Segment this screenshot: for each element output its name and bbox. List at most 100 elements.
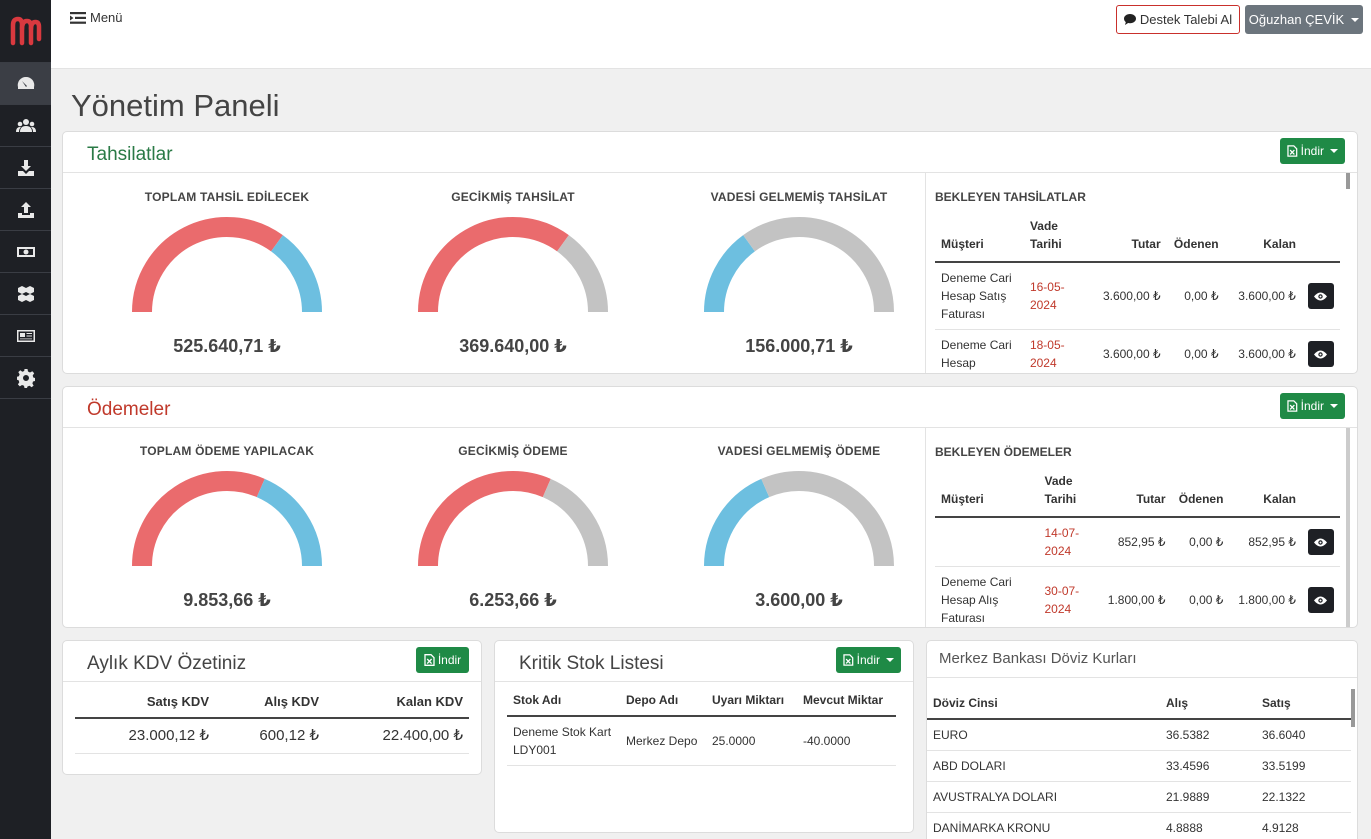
user-menu-button[interactable]: Oğuzhan ÇEVİK	[1245, 5, 1363, 34]
view-button[interactable]	[1307, 341, 1334, 367]
gauge-not-due-payment: VADESİ GELMEMİŞ ÖDEME 3.600,00 ₺	[659, 444, 939, 611]
gauge-segment-primary	[418, 217, 569, 313]
column-header: Alış	[1160, 688, 1256, 720]
scrollbar[interactable]	[1346, 428, 1350, 627]
column-header: Müşteri	[935, 213, 1024, 263]
table-row: 14-07-2024 852,95 ₺ 0,00 ₺ 852,95 ₺	[935, 517, 1340, 567]
scrollbar[interactable]	[1351, 689, 1355, 727]
nav-dashboard[interactable]	[0, 62, 51, 104]
table-row: Deneme Cari Hesap Satış Faturası 16-05-2…	[935, 262, 1340, 330]
stock-download-button[interactable]: İndir	[836, 647, 901, 673]
fx-title: Merkez Bankası Döviz Kurları	[939, 650, 1137, 667]
column-header: Tutar	[1085, 213, 1167, 263]
eye-icon	[1314, 292, 1328, 300]
payments-download-label: İndir	[1300, 399, 1324, 413]
view-button[interactable]	[1307, 529, 1334, 555]
remaining-cell: 3.600,00 ₺	[1224, 329, 1302, 373]
top-bar: Menü Destek Talebi Al Oğuzhan ÇEVİK	[51, 0, 1371, 69]
table-row: Deneme Cari Hesap Alış Faturası 30-07-20…	[935, 566, 1340, 627]
gear-icon	[16, 368, 35, 388]
view-button[interactable]	[1307, 283, 1334, 309]
eye-icon	[1314, 596, 1328, 604]
payments-download-button[interactable]: İndir	[1280, 393, 1345, 419]
nav-money[interactable]	[0, 230, 51, 272]
user-name: Oğuzhan ÇEVİK	[1248, 12, 1345, 27]
pending-collections-table: Müşteri Vade Tarihi Tutar Ödenen Kalan D…	[935, 213, 1340, 373]
nav-users[interactable]	[0, 104, 51, 146]
remaining-kdv-value: 22.400,00 ₺	[325, 718, 469, 754]
currency-sell: 33.5199	[1256, 750, 1351, 782]
gauge-segment-primary	[132, 471, 265, 567]
chevron-down-icon	[886, 658, 894, 662]
pending-collections: BEKLEYEN TAHSİLATLAR Müşteri Vade Tarihi…	[925, 173, 1357, 373]
column-header: Ödenen	[1166, 213, 1225, 263]
table-header-row: Satış KDV Alış KDV Kalan KDV	[75, 687, 469, 719]
customer-cell: Deneme Cari Hesap Satış Faturası	[935, 262, 1024, 330]
collections-download-button[interactable]: İndir	[1280, 138, 1345, 164]
gauge-arc	[418, 471, 608, 567]
table-row: Deneme Stok Kart LDY001 Merkez Depo 25.0…	[507, 716, 896, 766]
column-header: Mevcut Miktar	[797, 685, 896, 717]
table-row: EURO 36.5382 36.6040	[927, 719, 1351, 751]
nav-download[interactable]	[0, 146, 51, 188]
support-request-button[interactable]: Destek Talebi Al	[1116, 5, 1240, 34]
column-header: Kalan KDV	[325, 687, 469, 719]
payments-gauges: TOPLAM ÖDEME YAPILACAK 9.853,66 ₺ GECİKM…	[63, 428, 925, 627]
column-header: Müşteri	[935, 468, 1039, 518]
kdv-download-button[interactable]: İndir	[416, 647, 469, 673]
customer-cell: Deneme Cari Hesap Alış Faturası	[935, 566, 1039, 627]
fx-header: Merkez Bankası Döviz Kurları	[927, 641, 1357, 678]
table-header-row: Müşteri Vade Tarihi Tutar Ödenen Kalan	[935, 468, 1340, 518]
currency-name: ABD DOLARI	[927, 750, 1160, 782]
gauge-arc	[418, 217, 608, 313]
collections-title: Tahsilatlar	[87, 144, 173, 165]
pending-payments-title: BEKLEYEN ÖDEMELER	[935, 445, 1072, 459]
users-icon	[15, 118, 36, 132]
nav-reports[interactable]	[0, 314, 51, 356]
critical-stock-panel: Kritik Stok Listesi İndir Stok Adı Depo …	[494, 640, 914, 833]
logo-icon	[10, 16, 41, 46]
nav-settings[interactable]	[0, 356, 51, 398]
pending-payments: BEKLEYEN ÖDEMELER Müşteri Vade Tarihi Tu…	[925, 428, 1357, 627]
excel-file-icon	[843, 654, 854, 666]
app-logo[interactable]	[0, 0, 51, 62]
sidebar	[0, 0, 51, 839]
column-header: Depo Adı	[620, 685, 706, 717]
gauge-value: 9.853,66 ₺	[183, 590, 271, 610]
excel-file-icon	[1287, 145, 1298, 157]
nav-upload[interactable]	[0, 188, 51, 230]
column-header: Uyarı Miktarı	[706, 685, 797, 717]
stock-download-label: İndir	[856, 653, 880, 667]
customer-cell: Deneme Cari Hesap	[935, 329, 1024, 373]
gauge-segment-secondary	[761, 471, 894, 567]
column-header: Satış	[1256, 688, 1351, 720]
due-date-cell: 16-05-2024	[1023, 262, 1086, 330]
gauge-segment-secondary	[743, 217, 894, 313]
table-row: 23.000,12 ₺ 600,12 ₺ 22.400,00 ₺	[75, 718, 469, 754]
paid-cell: 0,00 ₺	[1166, 262, 1225, 330]
gauge-label: GECİKMİŞ ÖDEME	[458, 444, 568, 458]
amount-cell: 852,95 ₺	[1099, 517, 1172, 567]
exchange-rates-panel: Merkez Bankası Döviz Kurları Döviz Cinsi…	[926, 640, 1358, 839]
dashboard-icon	[17, 76, 34, 89]
view-button[interactable]	[1307, 587, 1334, 613]
nav-boxes[interactable]	[0, 272, 51, 314]
stock-title: Kritik Stok Listesi	[519, 653, 664, 674]
chevron-down-icon	[1330, 404, 1338, 408]
chevron-down-icon	[1330, 149, 1338, 153]
currency-name: EURO	[927, 719, 1160, 751]
collections-download-label: İndir	[1300, 144, 1324, 158]
currency-name: AVUSTRALYA DOLARI	[927, 781, 1160, 813]
stock-table: Stok Adı Depo Adı Uyarı Miktarı Mevcut M…	[507, 685, 896, 766]
due-date-cell: 18-05-2024	[1023, 329, 1086, 373]
gauge-arc	[704, 217, 894, 313]
menu-toggle-button[interactable]: Menü	[70, 10, 123, 25]
currency-buy: 36.5382	[1160, 719, 1256, 751]
collections-gauges: TOPLAM TAHSİL EDİLECEK 525.640,71 ₺ GECİ…	[63, 173, 925, 373]
column-header: Tutar	[1099, 468, 1172, 518]
gauge-not-due-collection: VADESİ GELMEMİŞ TAHSİLAT 156.000,71 ₺	[659, 190, 939, 357]
table-header-row: Stok Adı Depo Adı Uyarı Miktarı Mevcut M…	[507, 685, 896, 717]
column-header: Vade Tarihi	[1038, 468, 1100, 518]
gauge-segment-primary	[132, 217, 283, 313]
scrollbar[interactable]	[1346, 173, 1350, 189]
